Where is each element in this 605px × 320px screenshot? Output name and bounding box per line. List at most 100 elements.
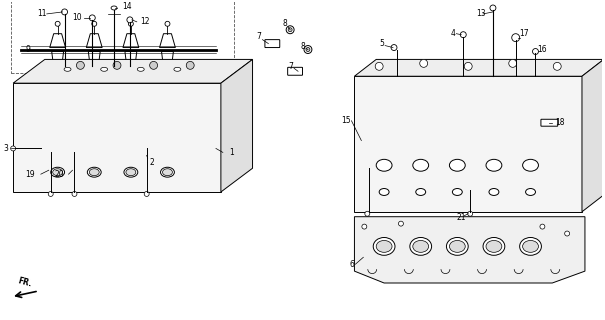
Ellipse shape — [137, 67, 144, 71]
Circle shape — [62, 9, 68, 15]
Circle shape — [375, 62, 383, 70]
Ellipse shape — [450, 159, 465, 171]
Ellipse shape — [51, 167, 65, 177]
Circle shape — [113, 61, 121, 69]
Circle shape — [399, 221, 404, 226]
Text: 19: 19 — [25, 170, 34, 179]
Ellipse shape — [450, 240, 465, 252]
Ellipse shape — [379, 188, 389, 196]
Circle shape — [509, 60, 517, 67]
Circle shape — [306, 48, 310, 52]
Polygon shape — [355, 76, 582, 212]
Polygon shape — [160, 34, 175, 48]
Ellipse shape — [174, 67, 181, 71]
Text: 15: 15 — [342, 116, 351, 125]
Polygon shape — [87, 34, 102, 48]
Circle shape — [464, 62, 472, 70]
Ellipse shape — [453, 188, 462, 196]
FancyBboxPatch shape — [287, 67, 302, 75]
Circle shape — [564, 231, 570, 236]
FancyBboxPatch shape — [265, 40, 280, 48]
Polygon shape — [123, 34, 139, 48]
Ellipse shape — [64, 67, 71, 71]
Circle shape — [288, 28, 292, 32]
Ellipse shape — [523, 159, 538, 171]
Circle shape — [420, 60, 428, 67]
Text: 17: 17 — [520, 29, 529, 38]
Ellipse shape — [483, 237, 505, 255]
Ellipse shape — [413, 159, 428, 171]
Polygon shape — [162, 52, 174, 67]
Circle shape — [165, 21, 170, 26]
Ellipse shape — [126, 169, 136, 176]
Text: 18: 18 — [555, 118, 564, 127]
Text: 1: 1 — [229, 148, 234, 157]
Polygon shape — [51, 52, 64, 67]
Polygon shape — [355, 60, 604, 76]
Ellipse shape — [486, 159, 502, 171]
Circle shape — [365, 211, 370, 216]
Ellipse shape — [53, 169, 62, 176]
Ellipse shape — [376, 159, 392, 171]
Text: 13: 13 — [476, 9, 486, 19]
Ellipse shape — [376, 240, 392, 252]
Text: 11: 11 — [37, 9, 47, 19]
Ellipse shape — [486, 240, 502, 252]
Circle shape — [554, 62, 561, 70]
Text: 7: 7 — [257, 32, 261, 41]
Text: 7: 7 — [288, 62, 293, 71]
Ellipse shape — [523, 240, 538, 252]
Circle shape — [92, 21, 97, 26]
Text: 12: 12 — [140, 17, 149, 26]
Polygon shape — [88, 52, 100, 67]
Circle shape — [76, 61, 84, 69]
Ellipse shape — [489, 188, 499, 196]
Ellipse shape — [163, 169, 172, 176]
Circle shape — [55, 21, 60, 26]
Text: 3: 3 — [3, 144, 8, 153]
Circle shape — [304, 45, 312, 53]
Circle shape — [540, 224, 545, 229]
Ellipse shape — [160, 167, 174, 177]
Polygon shape — [582, 60, 604, 212]
Text: 5: 5 — [379, 39, 384, 48]
Ellipse shape — [100, 67, 108, 71]
Ellipse shape — [416, 188, 426, 196]
Ellipse shape — [124, 167, 138, 177]
Circle shape — [48, 191, 53, 196]
Circle shape — [90, 15, 95, 21]
Text: 9: 9 — [25, 45, 30, 54]
Ellipse shape — [90, 169, 99, 176]
Circle shape — [149, 61, 157, 69]
Polygon shape — [13, 60, 252, 83]
Circle shape — [286, 26, 294, 34]
Text: 4: 4 — [450, 29, 456, 38]
Circle shape — [72, 191, 77, 196]
Text: 6: 6 — [350, 260, 355, 269]
Text: 20: 20 — [54, 170, 64, 179]
Polygon shape — [221, 60, 252, 192]
Ellipse shape — [526, 188, 535, 196]
Circle shape — [532, 49, 538, 54]
Circle shape — [186, 61, 194, 69]
Circle shape — [144, 191, 149, 196]
Circle shape — [127, 17, 133, 23]
Polygon shape — [13, 83, 221, 192]
Circle shape — [460, 32, 466, 38]
Ellipse shape — [410, 237, 431, 255]
FancyBboxPatch shape — [541, 119, 558, 126]
Circle shape — [128, 21, 133, 26]
Text: 16: 16 — [537, 45, 547, 54]
Polygon shape — [125, 52, 137, 67]
Text: 14: 14 — [122, 3, 131, 12]
Polygon shape — [355, 217, 585, 283]
Ellipse shape — [111, 6, 117, 10]
Polygon shape — [50, 34, 65, 48]
Text: 8: 8 — [300, 42, 305, 51]
Text: 8: 8 — [282, 19, 287, 28]
Circle shape — [391, 44, 397, 51]
Text: 2: 2 — [149, 158, 154, 167]
Ellipse shape — [413, 240, 428, 252]
Circle shape — [490, 5, 496, 11]
Circle shape — [512, 34, 520, 42]
